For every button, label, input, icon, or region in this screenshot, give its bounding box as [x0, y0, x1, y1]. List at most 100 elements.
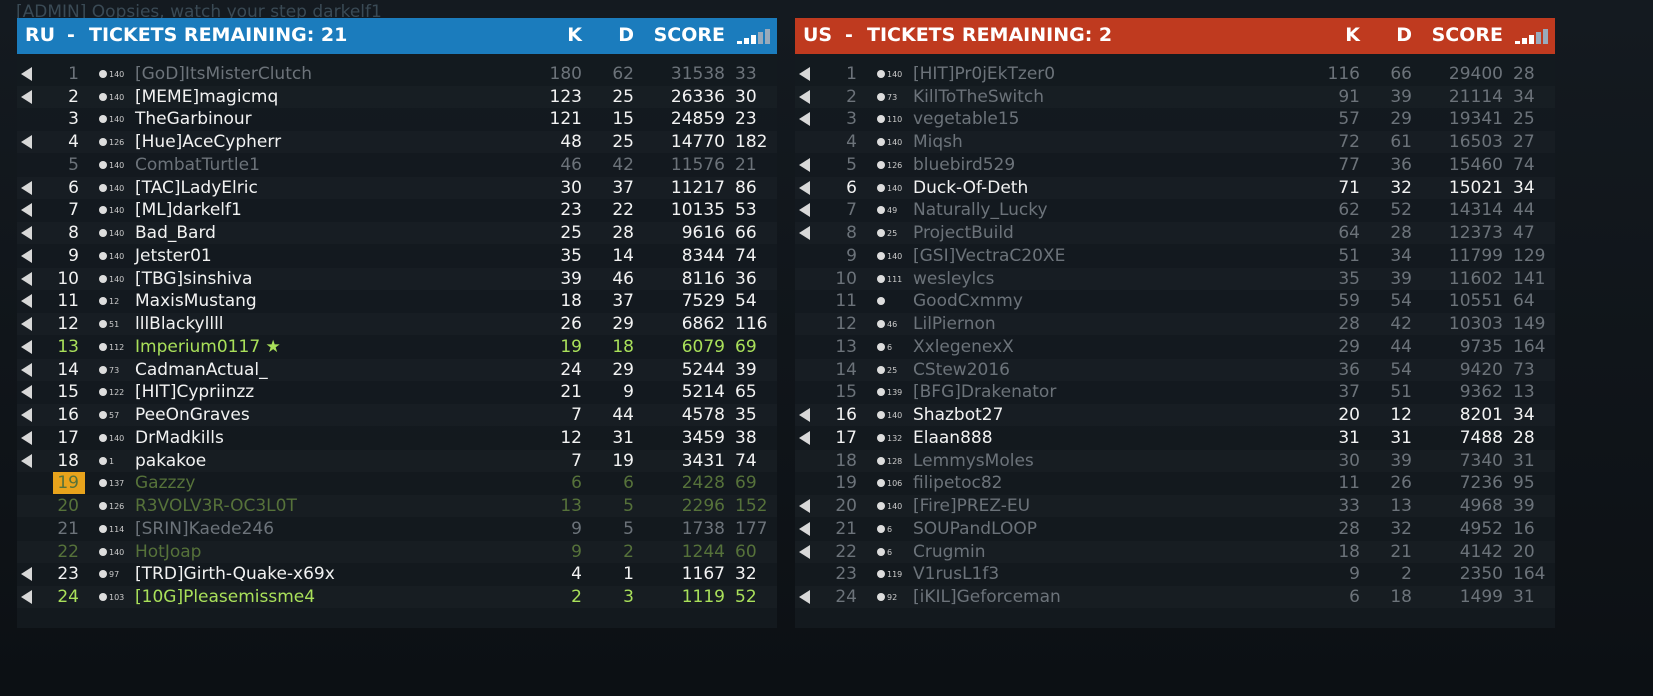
stat-score: 10135 [670, 200, 725, 221]
player-row: 17 140 DrMadkills 12 31 3459 38 [17, 427, 777, 449]
position: 6 [846, 177, 857, 198]
rank-icon [877, 70, 885, 78]
stat-k: 36 [1338, 359, 1360, 380]
rank-level: 140 [887, 251, 903, 261]
player-row: 19 106 filipetoc82 11 26 7236 95 [795, 472, 1555, 494]
stat-k: 9 [571, 541, 582, 562]
player-row: 1 140 [HIT]Pr0jEkTzer0 116 66 29400 28 [795, 63, 1555, 85]
rank-icon [99, 593, 107, 602]
stat-k: 180 [549, 64, 582, 84]
rank-level: 140 [109, 251, 125, 261]
voice-icon [799, 521, 810, 536]
rank-level: 6 [887, 342, 893, 352]
voice-icon [21, 271, 32, 286]
team-name: RU [25, 24, 56, 46]
stat-k: 57 [1338, 109, 1360, 130]
stat-k: 71 [1338, 177, 1360, 198]
voice-icon [799, 544, 810, 559]
rank-icon [877, 479, 885, 488]
position: 13 [57, 336, 79, 357]
stat-d: 54 [1390, 291, 1412, 312]
ping: 129 [1513, 245, 1546, 266]
position: 9 [846, 245, 857, 266]
ping: 27 [1513, 132, 1535, 153]
stat-k: 18 [1338, 541, 1360, 562]
position: 2 [68, 86, 79, 107]
position: 17 [835, 427, 857, 448]
stat-score: 8201 [1459, 405, 1503, 426]
ping: 32 [735, 564, 757, 585]
rank-icon [99, 274, 107, 283]
stat-k: 24 [560, 359, 582, 380]
position: 11 [57, 291, 79, 312]
player-name: [Fire]PREZ-EU [913, 496, 1031, 517]
rank-level: 140 [887, 70, 903, 79]
stat-k: 28 [1338, 518, 1360, 539]
player-name: Crugmin [913, 541, 986, 562]
stat-d: 32 [1390, 518, 1412, 539]
rank-icon [877, 570, 885, 579]
rank-level: 140 [109, 70, 125, 79]
player-name: [TBG]sinshiva [135, 268, 253, 289]
rank-level: 97 [109, 570, 120, 580]
stat-k: 64 [1338, 223, 1360, 244]
player-name: [BFG]Drakenator [913, 382, 1057, 403]
voice-icon [21, 67, 32, 81]
stat-score: 14770 [670, 132, 725, 153]
player-name: [Hue]AceCypherr [135, 132, 282, 153]
position: 20 [57, 496, 79, 517]
rank-level: 111 [887, 274, 903, 284]
rank-icon [99, 297, 107, 306]
rank-level: 112 [109, 342, 125, 352]
stat-k: 13 [560, 496, 582, 517]
player-row: 9 140 [GSI]VectraC20XE 51 34 11799 129 [795, 245, 1555, 267]
voice-icon [799, 499, 810, 514]
voice-icon [21, 226, 32, 241]
ping: 69 [735, 336, 757, 357]
position: 5 [68, 154, 79, 175]
stat-k: 35 [1338, 268, 1360, 289]
stat-score: 9420 [1459, 359, 1503, 380]
player-row: 15 139 [BFG]Drakenator 37 51 9362 13 [795, 381, 1555, 403]
player-name: Bad_Bard [135, 223, 216, 244]
stat-score: 9616 [681, 223, 725, 244]
rank-icon [877, 342, 885, 351]
rank-icon [877, 160, 885, 169]
stat-k: 6 [571, 473, 582, 494]
position: 4 [68, 132, 79, 153]
rank-icon [877, 388, 885, 397]
position: 5 [846, 154, 857, 175]
rank-level: 25 [887, 365, 898, 375]
player-row: 20 140 [Fire]PREZ-EU 33 13 4968 39 [795, 495, 1555, 517]
stat-score: 4952 [1459, 518, 1503, 539]
ping: 31 [1513, 587, 1535, 608]
ping-bar [1543, 29, 1548, 44]
rank-level: 140 [109, 547, 125, 557]
stat-score: 15021 [1448, 177, 1503, 198]
player-name: bluebird529 [913, 154, 1016, 175]
team-panel: RU - TICKETS REMAINING: 21 K D SCORE 1 140 [GoD]… [17, 18, 777, 628]
player-name: Elaan888 [913, 427, 993, 448]
position: 18 [835, 450, 857, 471]
stat-k: 31 [1338, 427, 1360, 448]
ping-bar [758, 32, 763, 44]
rank-level: 6 [887, 547, 893, 557]
rank-icon [99, 138, 107, 147]
stat-score: 7529 [681, 291, 725, 312]
player-row: 21 114 [SRIN]Kaede246 9 5 1738 177 [17, 518, 777, 540]
column-header: D [618, 24, 634, 46]
rank-icon [99, 70, 107, 78]
ping: 36 [735, 268, 757, 289]
stat-k: 46 [560, 154, 582, 175]
position: 12 [835, 314, 857, 335]
stat-score: 19341 [1448, 109, 1503, 130]
voice-icon [21, 430, 32, 445]
player-name: CadmanActual_ [135, 359, 268, 380]
voice-icon [799, 112, 810, 127]
stat-k: 9 [1349, 564, 1360, 585]
stat-score: 2350 [1459, 564, 1503, 585]
rank-level: 140 [109, 160, 125, 170]
position: 12 [57, 314, 79, 335]
ping: 34 [1513, 405, 1535, 426]
rank-level: 73 [887, 92, 898, 102]
